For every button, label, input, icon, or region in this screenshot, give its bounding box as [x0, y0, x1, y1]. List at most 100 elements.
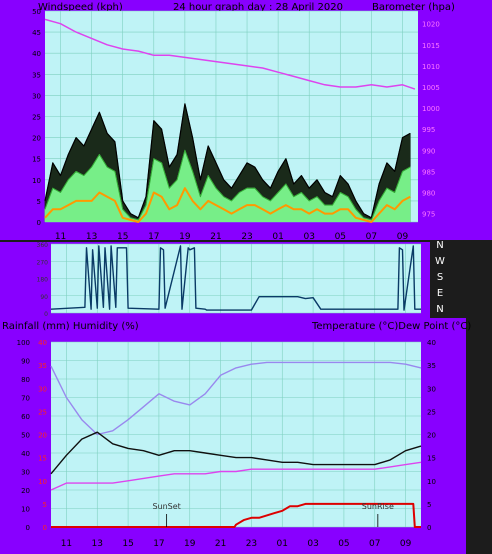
sunset-label: SunSet [152, 502, 180, 511]
x-tick-label: 15 [122, 539, 133, 549]
compass-letter: E [437, 288, 443, 299]
barometer-tick-label: 990 [422, 147, 435, 155]
direction-tick-label: 270 [37, 259, 49, 266]
x-tick-label: 21 [215, 539, 226, 549]
x-tick-label: 11 [61, 539, 72, 549]
windspeed-label: Windspeed (kph) [38, 2, 123, 13]
compass-letter: N [436, 240, 443, 251]
direction-line [50, 245, 421, 311]
humidity-tick-label: 30 [21, 469, 30, 477]
humidity-tick-label: 40 [21, 450, 30, 458]
x-tick-label: 13 [86, 232, 97, 242]
graph-title: 24 hour graph day : 28 April 2020 [173, 2, 343, 13]
temp-tick-label: 25 [427, 408, 436, 416]
barometer-tick-label: 1000 [422, 105, 440, 113]
rain-tick-label: 15 [38, 455, 47, 463]
barometer-tick-label: 985 [422, 168, 435, 176]
rain-tick-label: 35 [38, 362, 47, 370]
barometer-tick-label: 980 [422, 189, 435, 197]
sunrise-label: SunRise [362, 502, 394, 511]
x-tick-label: 17 [148, 232, 159, 242]
x-tick-label: 05 [335, 232, 346, 242]
direction-tick-label: 90 [40, 294, 48, 301]
humidity-line [50, 361, 422, 436]
barometer-tick-label: 1005 [422, 84, 440, 92]
wind-tick-label: 15 [32, 156, 41, 164]
compass-letter: W [435, 256, 445, 267]
barometer-line [44, 18, 416, 90]
temp-tick-label: 10 [427, 478, 436, 486]
x-tick-label: 15 [117, 232, 128, 242]
rain-tick-label: 30 [38, 385, 47, 393]
temp-tick-label: 5 [427, 501, 431, 509]
dewpoint-line [50, 461, 422, 491]
x-tick-label: 11 [55, 232, 66, 242]
humidity-tick-label: 70 [21, 395, 30, 403]
direction-tick-label: 180 [37, 277, 49, 284]
barometer-tick-label: 1020 [422, 21, 440, 29]
rain-tick-label: 5 [43, 501, 47, 509]
temp-tick-label: 40 [427, 339, 436, 347]
x-tick-label: 09 [397, 232, 409, 242]
humidity-tick-label: 60 [21, 413, 30, 421]
direction-tick-label: 0 [44, 311, 48, 318]
temperature-line [50, 431, 422, 475]
direction-tick-label: 360 [37, 242, 49, 249]
wind-tick-label: 20 [32, 135, 41, 143]
gust-line [44, 103, 411, 219]
humidity-tick-label: 50 [21, 432, 30, 440]
x-tick-label: 07 [366, 232, 377, 242]
x-tick-label: 23 [241, 232, 252, 242]
humidity-tick-label: 0 [26, 524, 30, 532]
wind-tick-label: 25 [32, 114, 41, 122]
rain-tick-label: 40 [38, 339, 47, 347]
x-tick-label: 23 [246, 539, 257, 549]
x-tick-label: 13 [92, 539, 103, 549]
barometer-tick-label: 1010 [422, 63, 440, 71]
average-line [44, 149, 411, 221]
compass-letter: S [437, 272, 443, 283]
rain-tick-label: 10 [38, 478, 47, 486]
x-tick-label: 07 [369, 539, 380, 549]
humidity-tick-label: 10 [21, 506, 30, 514]
x-tick-label: 19 [179, 232, 191, 242]
rainfall-line [51, 502, 421, 528]
x-tick-label: 09 [400, 539, 412, 549]
x-tick-label: 01 [277, 539, 288, 549]
barometer-tick-label: 995 [422, 126, 435, 134]
rain-tick-label: 0 [43, 524, 47, 532]
barometer-tick-label: 1015 [422, 42, 440, 50]
temp-tick-label: 35 [427, 362, 436, 370]
low-line [44, 187, 411, 223]
x-tick-label: 21 [210, 232, 221, 242]
barometer-tick-label: 975 [422, 211, 435, 219]
wind-tick-label: 35 [32, 71, 41, 79]
temp-dewpoint-label: Temperature (°C)Dew Point (°C) [312, 321, 472, 332]
wind-tick-label: 40 [32, 50, 41, 58]
barometer-label: Barometer (hpa) [372, 2, 455, 13]
x-tick-label: 17 [153, 539, 164, 549]
rain-tick-label: 20 [38, 432, 47, 440]
temp-tick-label: 15 [427, 455, 436, 463]
x-tick-label: 19 [184, 539, 196, 549]
humidity-tick-label: 20 [21, 487, 30, 495]
humidity-tick-label: 100 [17, 339, 30, 347]
x-tick-label: 01 [272, 232, 283, 242]
wind-tick-label: 45 [32, 29, 41, 37]
wind-tick-label: 10 [32, 177, 41, 185]
x-tick-label: 03 [303, 232, 314, 242]
humidity-tick-label: 80 [21, 376, 30, 384]
wind-tick-label: 30 [32, 92, 41, 100]
wind-tick-label: 50 [32, 8, 41, 16]
rain-humidity-label: Rainfall (mm) Humidity (%) [2, 321, 139, 332]
wind-tick-label: 5 [37, 198, 41, 206]
temp-tick-label: 20 [427, 432, 436, 440]
temp-tick-label: 30 [427, 385, 436, 393]
compass-letter: N [436, 304, 443, 315]
temp-tick-label: 0 [427, 524, 431, 532]
wind-tick-label: 0 [37, 219, 41, 227]
x-tick-label: 03 [307, 539, 318, 549]
rain-tick-label: 25 [38, 408, 47, 416]
humidity-tick-label: 90 [21, 358, 30, 366]
